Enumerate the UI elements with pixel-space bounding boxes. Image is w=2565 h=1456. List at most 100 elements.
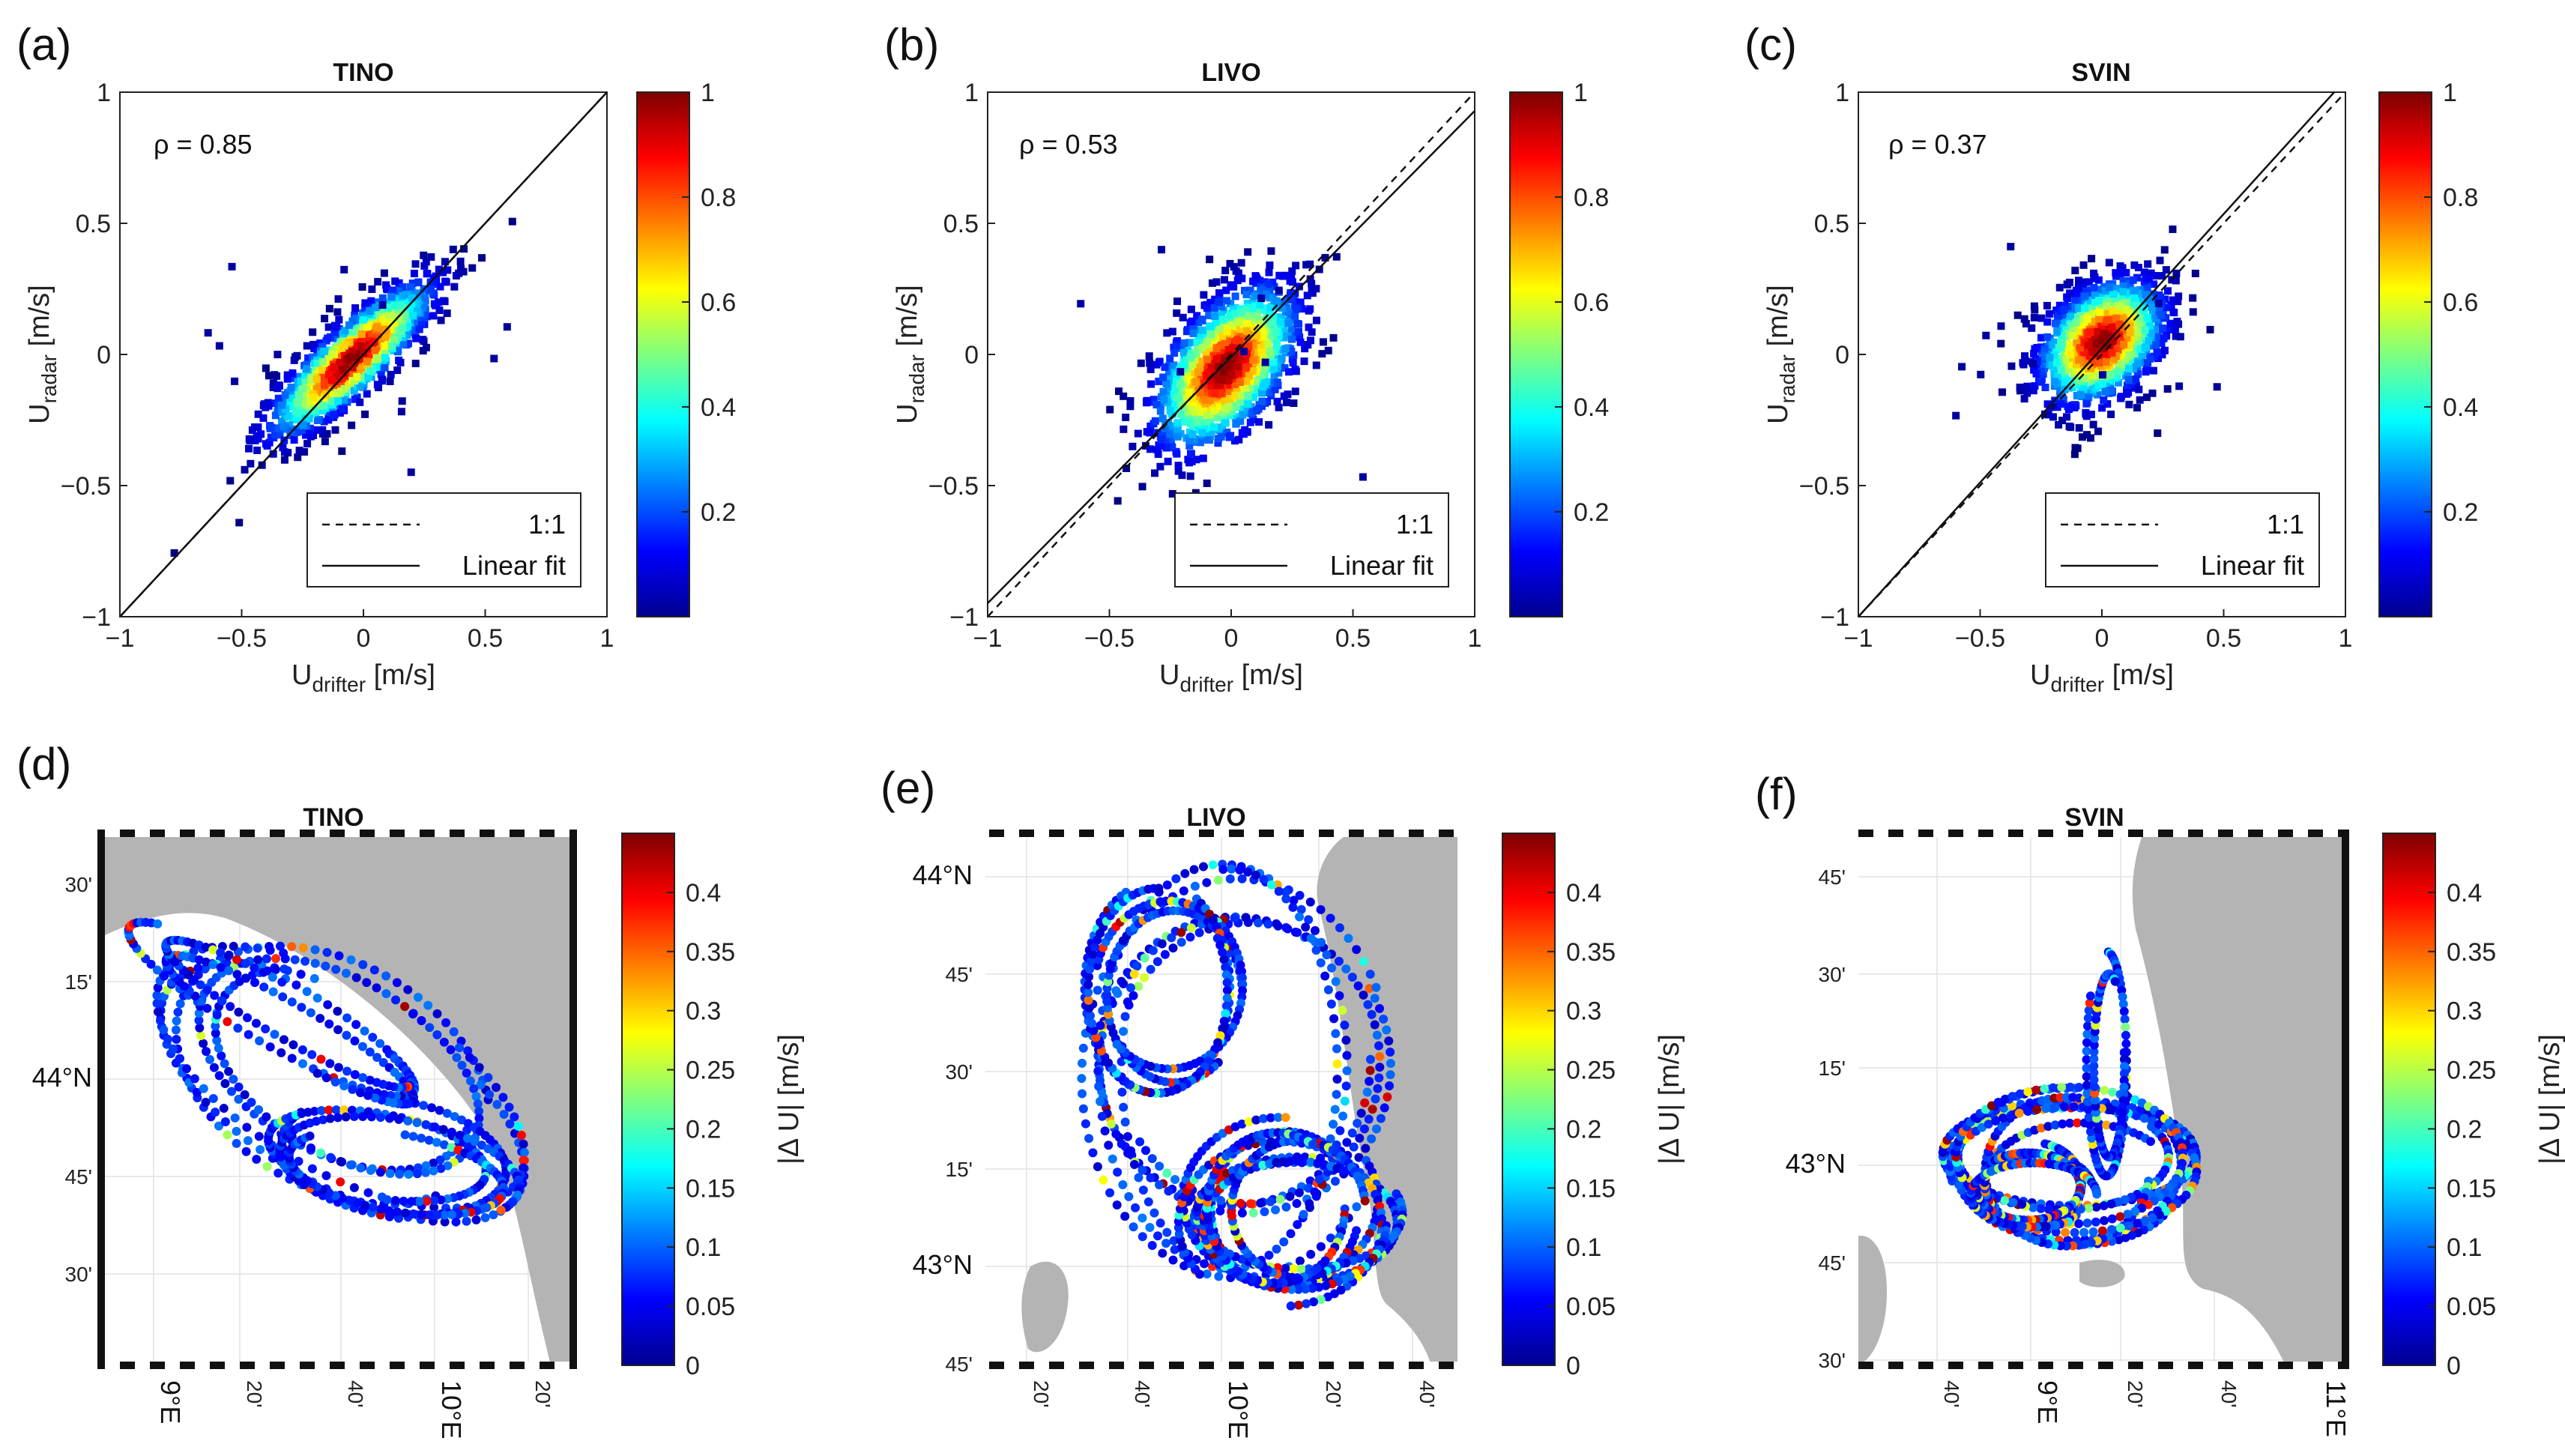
density-cell <box>383 286 391 294</box>
density-cell <box>2158 324 2166 333</box>
density-cell <box>1151 469 1159 477</box>
density-cell <box>318 342 327 351</box>
track-point <box>372 1053 382 1063</box>
density-cell <box>2033 357 2041 366</box>
density-cell <box>1234 369 1242 377</box>
colorbar-c: 10.80.60.40.2 <box>2378 79 2478 617</box>
density-cell <box>333 335 341 343</box>
track-point <box>288 1040 298 1050</box>
colorbar-a: 10.80.60.40.2 <box>636 79 736 617</box>
density-cell <box>2043 318 2052 326</box>
track-point <box>253 955 263 964</box>
density-cell <box>328 390 336 399</box>
density-cell <box>2007 362 2016 370</box>
density-cell <box>1258 330 1266 339</box>
density-cell <box>2040 410 2049 418</box>
density-cell <box>320 347 328 355</box>
track-point <box>268 972 277 982</box>
density-cell <box>390 301 399 309</box>
track-point <box>400 1002 410 1012</box>
density-cell <box>1204 436 1212 444</box>
track-point <box>417 1016 426 1026</box>
density-cell <box>404 290 412 298</box>
track-point <box>350 1036 360 1046</box>
density-cell <box>309 340 318 348</box>
density-cell <box>2152 303 2160 312</box>
density-cell <box>361 299 369 307</box>
density-cell <box>2053 403 2061 411</box>
density-cell <box>1207 330 1215 338</box>
density-cell <box>1216 337 1224 345</box>
density-cell <box>1272 328 1280 336</box>
density-cell <box>2080 304 2088 312</box>
density-cell <box>1231 391 1239 399</box>
density-cell <box>2146 322 2154 330</box>
density-cell <box>2134 264 2142 272</box>
track-point <box>355 1088 365 1098</box>
density-cell <box>2130 299 2139 307</box>
density-cell <box>297 377 305 385</box>
track-point <box>452 1053 462 1063</box>
density-cell <box>478 254 486 262</box>
track-point <box>152 965 162 975</box>
density-cell <box>2100 331 2109 339</box>
density-cell <box>1287 289 1295 297</box>
density-cell <box>334 295 342 303</box>
density-cell <box>262 403 270 411</box>
density-cell <box>2133 404 2141 412</box>
track-point <box>234 1007 244 1017</box>
density-cell <box>420 251 428 259</box>
density-cell <box>345 338 354 346</box>
panel-b: (b) LIVO ρ = 0.53 −1−1−0.5−0.5000.50.511… <box>884 19 1609 696</box>
density-cell <box>1249 296 1257 304</box>
density-cell <box>306 429 314 438</box>
legend-label-one-to-one: 1:1 <box>1396 509 1433 540</box>
density-cell <box>414 289 422 297</box>
density-cell <box>339 365 347 373</box>
density-cell <box>1168 327 1176 336</box>
density-cell <box>2096 308 2104 316</box>
density-cell <box>1232 267 1240 275</box>
density-cell <box>350 387 358 395</box>
density-cell <box>1296 298 1305 306</box>
track-point <box>217 1051 226 1060</box>
x-tick-label: −0.5 <box>1955 624 2005 653</box>
linear-fit-line-b <box>987 110 1475 604</box>
density-cell <box>381 354 390 362</box>
track-point <box>315 1148 325 1158</box>
density-cell <box>1237 308 1245 316</box>
density-cell <box>1258 371 1266 379</box>
track-point <box>513 1121 523 1131</box>
density-cell <box>2164 287 2172 295</box>
density-cloud-a <box>170 217 516 557</box>
density-cell <box>295 391 303 399</box>
density-cell <box>1287 294 1296 303</box>
density-cell <box>2160 346 2169 354</box>
density-cell <box>1195 363 1203 372</box>
track-point <box>271 964 280 974</box>
density-cell <box>1221 397 1229 405</box>
density-cell <box>1301 345 1309 353</box>
density-cell <box>278 417 286 426</box>
density-cell <box>1223 327 1231 336</box>
axis-labels-b: Udrifter [m/s]Uradar [m/s] <box>892 285 1303 696</box>
density-cell <box>2148 291 2157 299</box>
density-cell <box>2083 315 2091 323</box>
density-cell <box>2140 268 2148 277</box>
colorbar-tick-label: 0.8 <box>1574 184 1609 212</box>
track-point <box>196 1031 206 1041</box>
density-cell <box>280 456 288 464</box>
density-cell <box>1206 322 1214 330</box>
density-cell <box>371 346 379 354</box>
density-cell <box>324 416 333 424</box>
density-cell <box>301 414 309 423</box>
y-tick-label: −1 <box>1820 603 1849 632</box>
density-cell <box>324 354 333 363</box>
density-cell <box>352 341 360 349</box>
density-cell <box>1319 338 1327 346</box>
track-point <box>510 1112 519 1122</box>
density-cell <box>396 301 405 309</box>
density-cell <box>312 382 321 390</box>
density-cell <box>294 398 302 406</box>
density-cell <box>257 430 265 438</box>
